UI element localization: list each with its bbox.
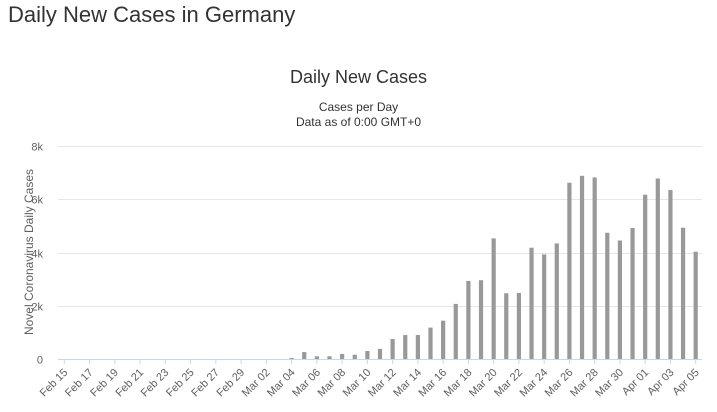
x-tick-label: Mar 30 (593, 367, 626, 400)
bar[interactable] (617, 240, 623, 359)
bar[interactable] (554, 243, 559, 359)
chart-subtitle-line-2: Data as of 0:00 GMT+0 (296, 115, 421, 129)
bar[interactable] (579, 175, 585, 359)
bar[interactable] (655, 178, 660, 359)
bar[interactable] (567, 182, 572, 359)
chart-title: Daily New Cases (290, 67, 427, 87)
x-tick-label: Apr 01 (620, 367, 651, 398)
bar[interactable] (529, 247, 534, 359)
bars (289, 175, 698, 359)
y-axis-ticks: 0 2k 4k 6k 8k (31, 142, 43, 367)
bar[interactable] (377, 348, 383, 359)
bar[interactable] (605, 232, 610, 359)
bar[interactable] (643, 194, 648, 359)
chart-subtitle-line-1: Cases per Day (319, 100, 398, 114)
bar[interactable] (302, 352, 307, 359)
bar[interactable] (478, 280, 484, 359)
bar[interactable] (390, 339, 395, 359)
y-tick-label: 8k (31, 142, 43, 154)
bar[interactable] (314, 356, 319, 359)
x-tick-label: Apr 05 (670, 367, 701, 398)
bar[interactable] (327, 356, 332, 359)
y-tick-label: 6k (31, 195, 43, 207)
y-axis-label: Novel Coronavirus Daily Cases (22, 169, 36, 335)
bar[interactable] (504, 293, 509, 359)
y-tick-label: 4k (31, 249, 43, 261)
bar[interactable] (441, 320, 446, 359)
bar[interactable] (542, 254, 547, 359)
bar[interactable] (289, 357, 294, 359)
bar[interactable] (491, 238, 496, 359)
y-tick-label: 0 (37, 355, 43, 367)
bar[interactable] (466, 280, 471, 359)
bar[interactable] (516, 292, 521, 359)
bar[interactable] (415, 335, 420, 359)
bar[interactable] (340, 353, 345, 359)
y-tick-label: 2k (31, 302, 43, 314)
bar[interactable] (630, 228, 635, 359)
bar[interactable] (680, 227, 686, 359)
bar[interactable] (428, 327, 433, 359)
bar[interactable] (453, 303, 458, 359)
x-tick-label: Apr 03 (645, 367, 676, 398)
bar[interactable] (352, 354, 357, 359)
page-heading: Daily New Cases in Germany (8, 2, 296, 27)
bar[interactable] (403, 335, 408, 359)
bar[interactable] (693, 251, 698, 359)
bar[interactable] (365, 351, 370, 359)
bar[interactable] (668, 189, 673, 359)
bar[interactable] (592, 177, 597, 359)
